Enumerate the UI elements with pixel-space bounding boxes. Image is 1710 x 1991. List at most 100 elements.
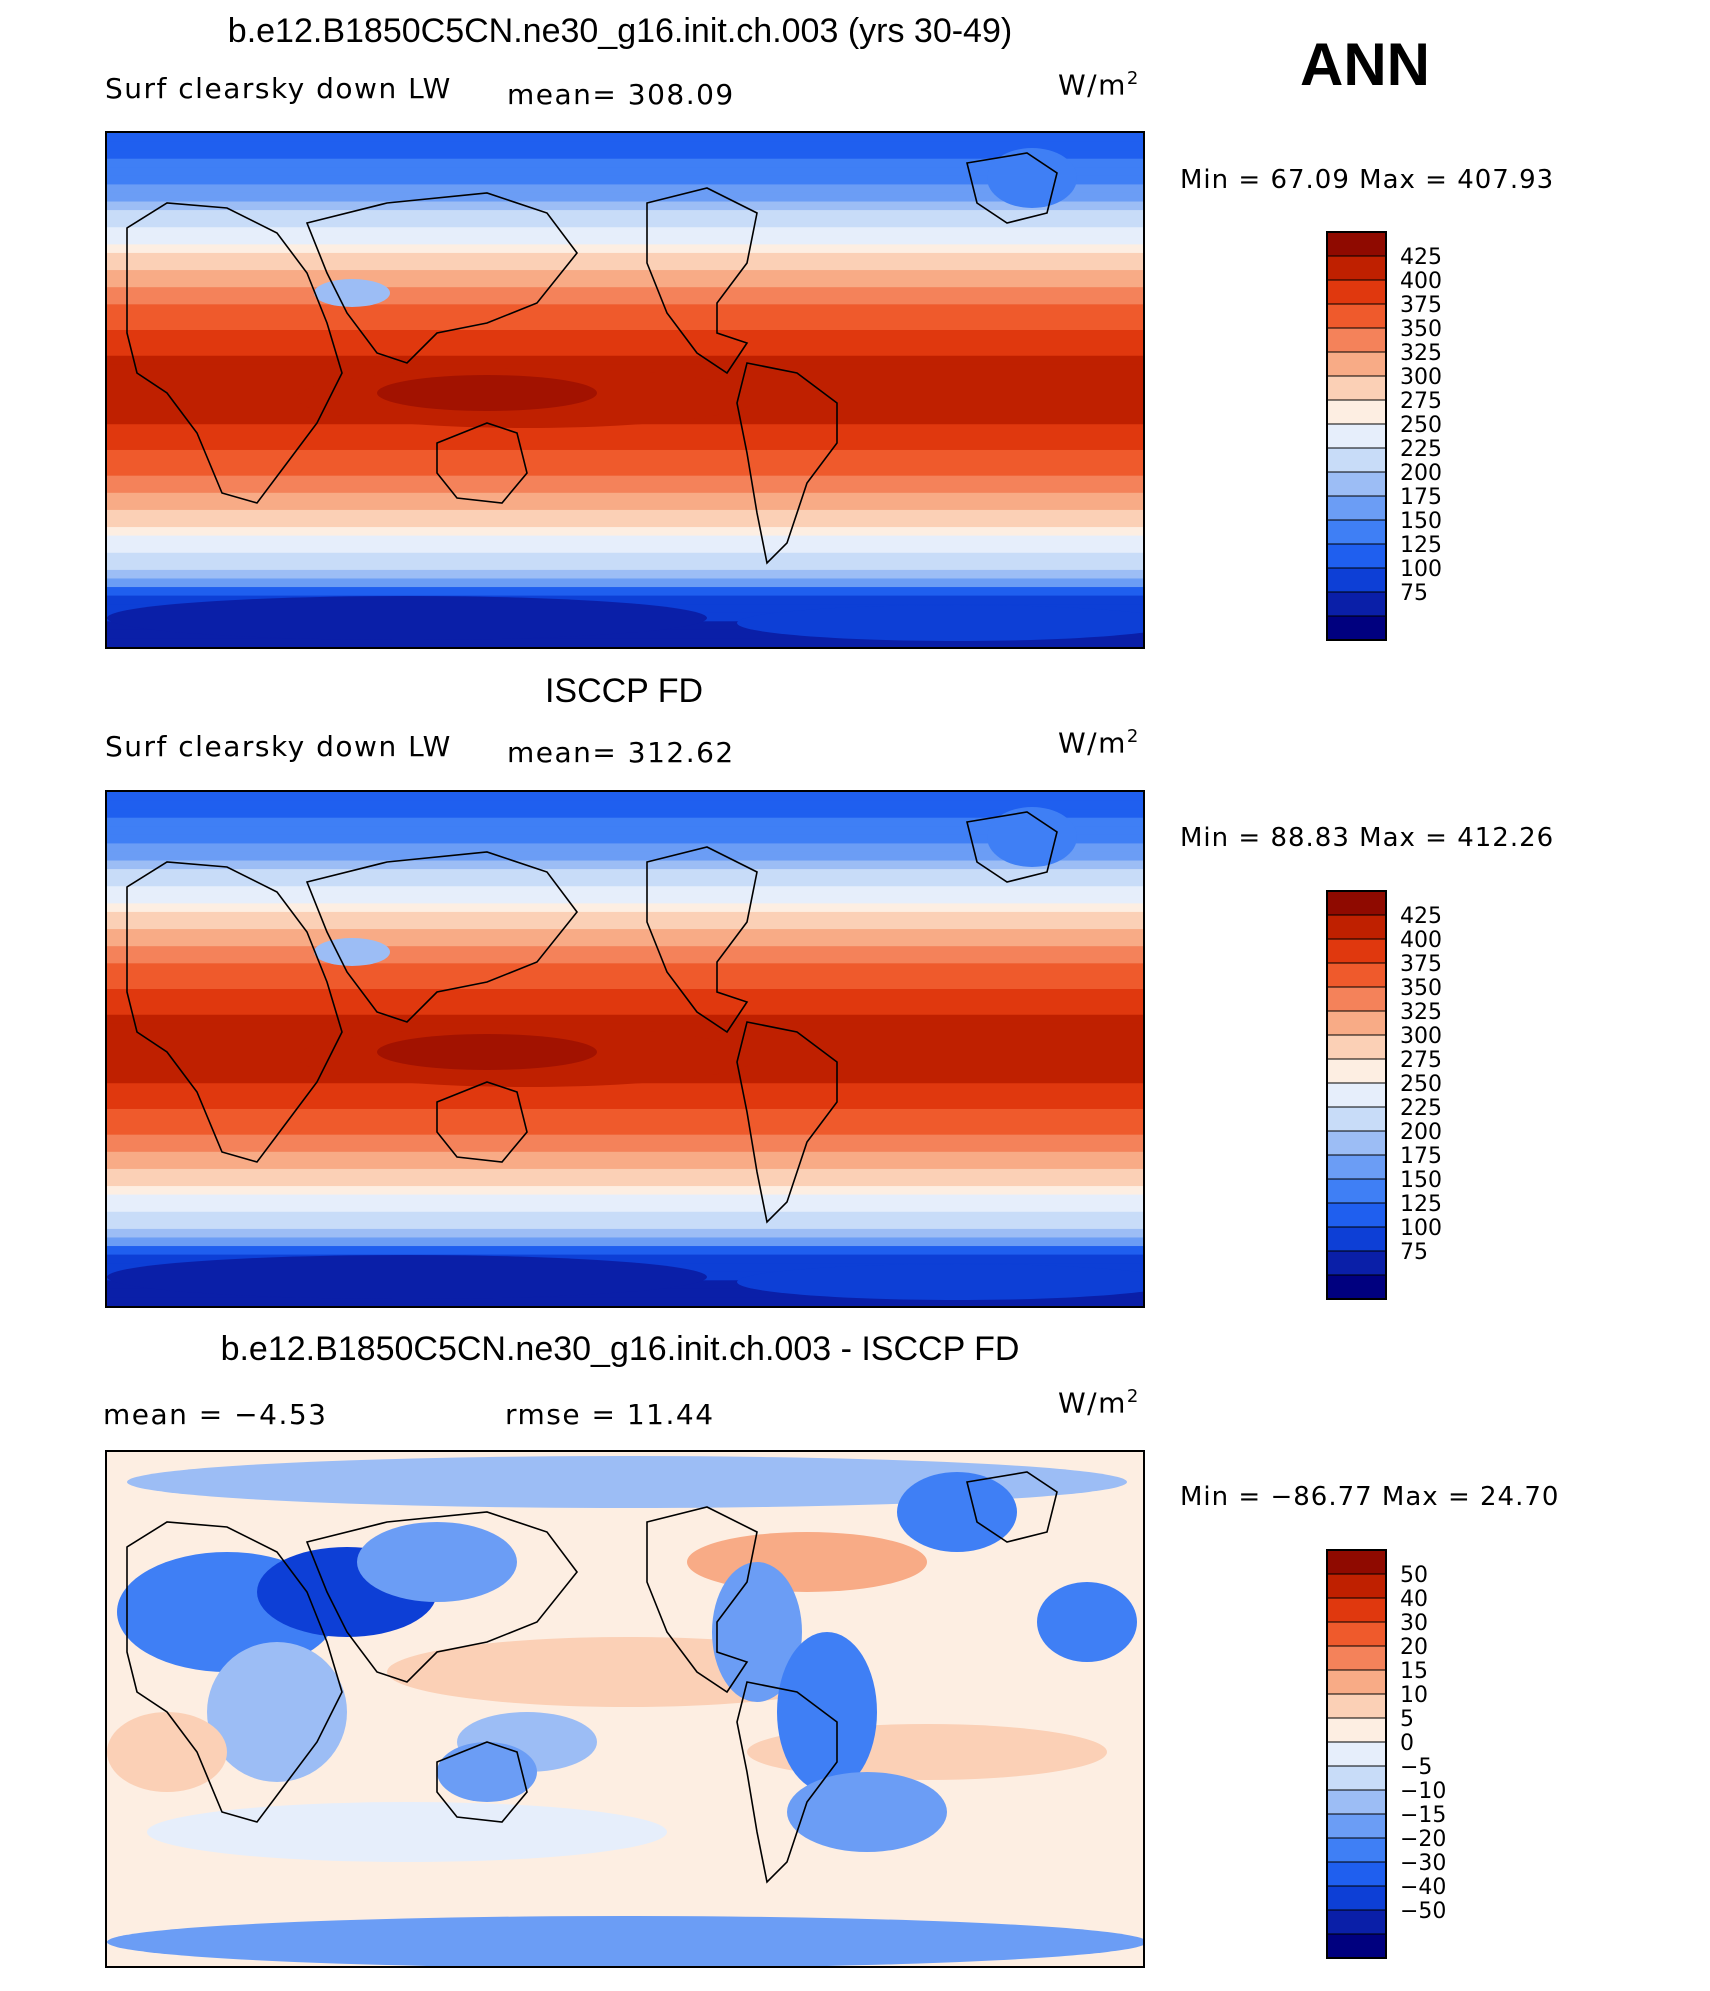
map-band [107,552,1143,563]
colorbar-frame [1326,231,1387,641]
map-band [107,535,1143,546]
colorbar-tick-label: 200 [1400,461,1442,486]
panel-1-minmax: Min = 67.09 Max = 407.93 [1180,165,1555,195]
diff-region [897,1472,1017,1552]
map-band [107,321,1143,332]
coastline [966,1471,1058,1543]
coastline [305,1511,579,1683]
colorbar-tick-label: 250 [1400,413,1442,438]
colorbar-tick-label: 50 [1400,1563,1428,1588]
map-band [107,1254,1143,1265]
coastline [736,1021,838,1224]
colorbar-bin [1326,1885,1387,1911]
colorbar-tick-label: −10 [1400,1779,1446,1804]
map-band [107,886,1143,896]
coastline [126,1521,343,1823]
map-band [107,561,1143,571]
antarctic-cold [107,596,707,640]
diff-region [107,1712,227,1792]
colorbar-bin [1326,423,1387,449]
colorbar-bin [1326,495,1387,521]
map-band [107,210,1143,220]
colorbar-tick-label: 175 [1400,1144,1442,1169]
coastline [436,422,528,504]
colorbar-tick-label: 100 [1400,1216,1442,1241]
colorbar-frame [1326,1549,1387,1959]
colorbar-bin [1326,1861,1387,1887]
map-band [107,150,1143,160]
colorbar-bin [1326,1082,1387,1108]
colorbar-tick-label: 30 [1400,1611,1428,1636]
coastline [436,1741,528,1823]
panel-2-variable-label: Surf clearsky down LW [105,730,452,763]
colorbar-bin [1326,327,1387,353]
map-band [107,629,1143,640]
colorbar-bin [1326,1909,1387,1935]
map-band [107,364,1143,374]
colorbar-bin [1326,351,1387,377]
map-band [107,141,1143,152]
colorbar-tick-label: 375 [1400,293,1442,318]
map-band [107,834,1143,845]
colorbar-tick-label: 150 [1400,509,1442,534]
map-band [107,1083,1143,1093]
colorbar-tick-label: −15 [1400,1803,1446,1828]
diff-region [777,1632,877,1792]
map-band [107,1211,1143,1222]
map-band [107,1288,1143,1299]
colorbar-tick-label: 350 [1400,976,1442,1001]
panel-3-title: b.e12.B1850C5CN.ne30_g16.init.ch.003 - I… [220,1330,1020,1368]
map-band [107,911,1143,922]
season-label: ANN [1300,31,1430,98]
panel-2-map [105,790,1145,1308]
map-band [107,920,1143,931]
warm-pool-core [377,1034,597,1070]
map-band [107,792,1143,802]
colorbar-bin [1326,1202,1387,1228]
colorbar-bin [1326,1034,1387,1060]
map-band [107,201,1143,212]
coastline [966,811,1058,883]
map-band [107,287,1143,297]
tibet-cold [314,938,390,966]
map-band [107,851,1143,862]
panel-3-colorbar: 50 40 30 20 15 10 5 0 −5 −10 −15 −20 −30 −40 −50 [1326,1549,1446,1959]
map-band [107,1203,1143,1213]
panel-2-colorbar: 425 400 375 350 325 300 275 250 225 200 175 150 125 1… [1326,890,1442,1300]
map-band [107,518,1143,529]
diff-region [107,1916,1143,1966]
map-band [107,638,1143,647]
map-band [107,1237,1143,1248]
colorbar-tick-label: 200 [1400,1120,1442,1145]
map-band [107,449,1143,460]
colorbar-bin [1326,938,1387,964]
map-band [107,860,1143,871]
map-band [107,800,1143,811]
panel-3-rmse-label: rmse = 11.44 [505,1398,715,1431]
colorbar-tick-label: 425 [1400,904,1442,929]
colorbar-bin [1326,1645,1387,1671]
colorbar-tick-label: 125 [1400,533,1442,558]
colorbar-bin [1326,231,1387,257]
colorbar-bin [1326,1741,1387,1767]
colorbar-tick-label: 125 [1400,1192,1442,1217]
colorbar-tick-label: −5 [1400,1755,1432,1780]
map-band [107,441,1143,451]
colorbar-bin [1326,1250,1387,1276]
map-band [107,595,1143,606]
colorbar-tick-label: 100 [1400,557,1442,582]
map-band [107,501,1143,511]
map-band [107,1151,1143,1162]
map-band [107,1168,1143,1179]
colorbar-tick-label: 15 [1400,1659,1428,1684]
map-band [107,587,1143,597]
colorbar-bin [1326,303,1387,329]
map-band [107,424,1143,434]
colorbar-bin [1326,1621,1387,1647]
colorbar-tick-label: 300 [1400,365,1442,390]
colorbar-tick-label: 275 [1400,1048,1442,1073]
colorbar-bin [1326,1178,1387,1204]
map-band [107,1014,1143,1025]
colorbar-bin [1326,447,1387,473]
colorbar-bin [1326,1130,1387,1156]
